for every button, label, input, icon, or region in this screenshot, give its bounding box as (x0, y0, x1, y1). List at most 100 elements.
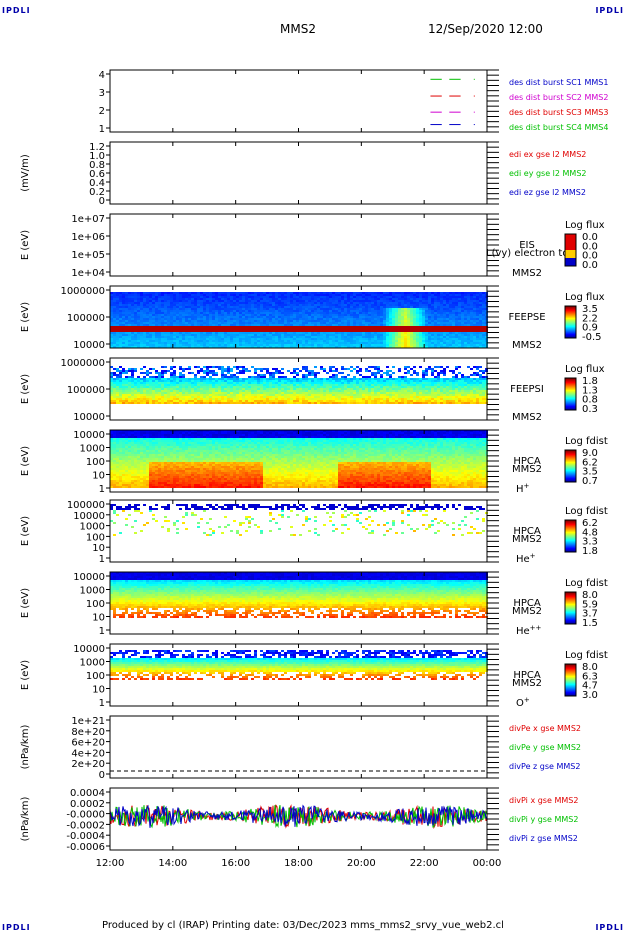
heatmap-cell (449, 326, 452, 328)
heatmap-cell (239, 388, 242, 390)
heatmap-cell (185, 296, 188, 298)
heatmap-cell (410, 312, 413, 314)
heatmap-cell (326, 330, 329, 332)
heatmap-cell (212, 390, 215, 392)
heatmap-cell (113, 386, 116, 388)
heatmap-cell (287, 322, 290, 324)
heatmap-cell (278, 292, 281, 294)
heatmap-cell (119, 292, 122, 294)
heatmap-cell (377, 322, 380, 324)
heatmap-cell (401, 300, 404, 302)
heatmap-cell (434, 294, 437, 296)
heatmap-cell (119, 294, 122, 296)
heatmap-cell (314, 338, 317, 340)
heatmap-cell (128, 322, 131, 324)
heatmap-cell (329, 402, 332, 404)
heatmap-cell (326, 302, 329, 304)
heatmap-cell (182, 368, 185, 370)
heatmap-cell (227, 334, 230, 336)
heatmap-cell (185, 388, 188, 390)
heatmap-cell (251, 298, 254, 300)
heatmap-cell (347, 298, 350, 300)
heatmap-cell (275, 340, 278, 342)
heatmap-cell (131, 368, 134, 370)
heatmap-cell (476, 324, 479, 326)
heatmap-cell (257, 300, 260, 302)
heatmap-cell (218, 402, 221, 404)
heatmap-cell (224, 338, 227, 340)
heatmap-cell (425, 304, 428, 306)
heatmap-cell (254, 388, 257, 390)
heatmap-cell (137, 312, 140, 314)
heatmap-cell (263, 294, 266, 296)
heatmap-cell (323, 302, 326, 304)
heatmap-cell (317, 382, 320, 384)
heatmap-cell (197, 390, 200, 392)
heatmap-cell (119, 366, 122, 368)
heatmap-cell (341, 314, 344, 316)
heatmap-cell (194, 378, 197, 380)
heatmap-cell (161, 300, 164, 302)
heatmap-cell (320, 382, 323, 384)
heatmap-cell (125, 332, 128, 334)
heatmap-cell (431, 318, 434, 320)
heatmap-cell (365, 314, 368, 316)
heatmap-cell (455, 316, 458, 318)
colorbar-cell (565, 307, 576, 308)
heatmap-cell (389, 344, 392, 346)
heatmap-cell (218, 292, 221, 294)
heatmap-cell (176, 378, 179, 380)
heatmap-cell (398, 294, 401, 296)
heatmap-cell (236, 314, 239, 316)
heatmap-cell (176, 320, 179, 322)
heatmap-cell (467, 302, 470, 304)
heatmap-cell (152, 292, 155, 294)
heatmap-cell (461, 334, 464, 336)
heatmap-cell (134, 338, 137, 340)
heatmap-cell (173, 332, 176, 334)
heatmap-cell (140, 392, 143, 394)
heatmap-cell (389, 304, 392, 306)
heatmap-cell (224, 378, 227, 380)
heatmap-cell (152, 322, 155, 324)
heatmap-cell (332, 336, 335, 338)
heatmap-cell (368, 330, 371, 332)
heatmap-cell (359, 318, 362, 320)
heatmap-cell (464, 296, 467, 298)
heatmap-cell (122, 388, 125, 390)
heatmap-cell (170, 326, 173, 328)
heatmap-cell (293, 402, 296, 404)
heatmap-cell (281, 398, 284, 400)
heatmap-cell (371, 314, 374, 316)
heatmap-cell (305, 384, 308, 386)
heatmap-cell (221, 318, 224, 320)
heatmap-cell (410, 292, 413, 294)
heatmap-cell (191, 400, 194, 402)
heatmap-cell (125, 322, 128, 324)
heatmap-cell (371, 326, 374, 328)
heatmap-cell (437, 314, 440, 316)
heatmap-cell (152, 338, 155, 340)
heatmap-cell (131, 380, 134, 382)
heatmap-cell (257, 308, 260, 310)
heatmap-cell (206, 346, 209, 348)
heatmap-cell (125, 336, 128, 338)
heatmap-cell (221, 376, 224, 378)
heatmap-cell (182, 374, 185, 376)
y-axis-label: (mV/m) (20, 154, 31, 192)
heatmap-cell (308, 384, 311, 386)
heatmap-cell (230, 298, 233, 300)
heatmap-cell (188, 400, 191, 402)
heatmap-cell (320, 386, 323, 388)
heatmap-cell (359, 292, 362, 294)
heatmap-cell (179, 310, 182, 312)
heatmap-cell (137, 394, 140, 396)
heatmap-cell (434, 310, 437, 312)
heatmap-cell (182, 308, 185, 310)
heatmap-cell (191, 322, 194, 324)
heatmap-cell (206, 314, 209, 316)
heatmap-cell (170, 328, 173, 330)
heatmap-cell (149, 320, 152, 322)
heatmap-cell (353, 336, 356, 338)
heatmap-cell (131, 320, 134, 322)
